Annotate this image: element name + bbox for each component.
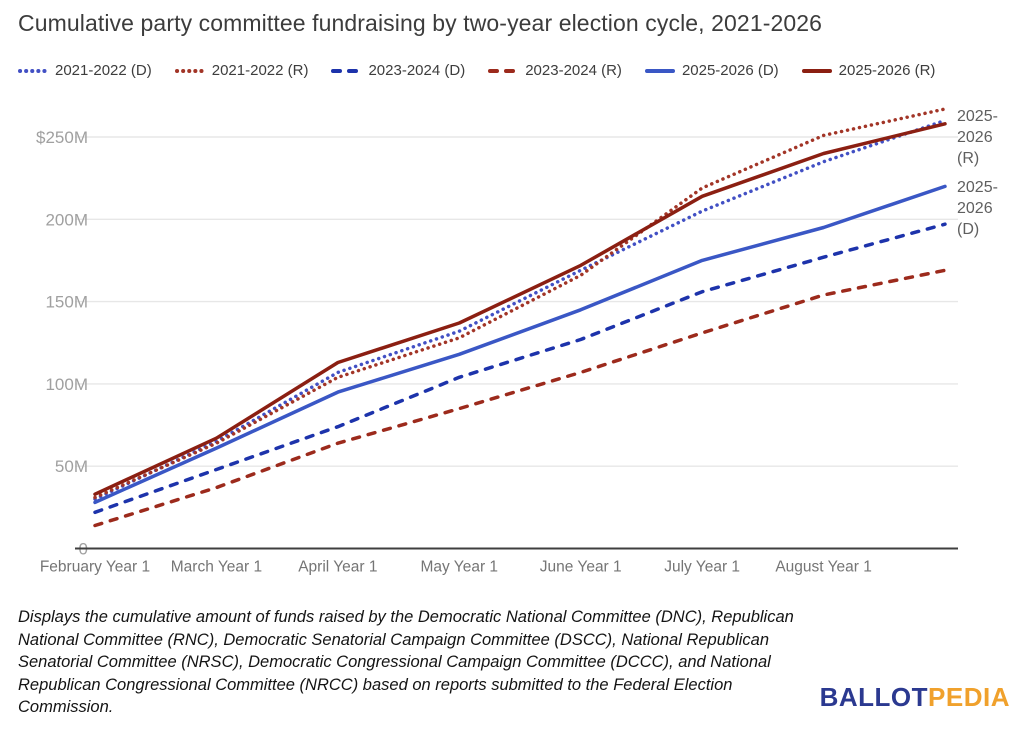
legend-label: 2023-2024 (D) xyxy=(368,62,466,79)
line-end-annotation: 2025-2026 (R) xyxy=(957,108,998,168)
y-axis-tick-label: 150M xyxy=(45,293,88,312)
legend-label: 2025-2026 (D) xyxy=(681,62,779,79)
legend-item-0: 2021-2022 (D) xyxy=(18,62,152,79)
x-axis-tick-label: April Year 1 xyxy=(298,559,377,576)
x-axis-tick-label: August Year 1 xyxy=(775,559,872,576)
legend-swatch-solid xyxy=(644,68,675,73)
x-axis-tick-label: February Year 1 xyxy=(40,559,150,576)
y-axis-tick-label: 200M xyxy=(45,210,88,229)
chart-title: Cumulative party committee fundraising b… xyxy=(18,10,823,36)
x-axis-tick-label: March Year 1 xyxy=(171,559,262,576)
legend-label: 2021-2022 (D) xyxy=(55,62,152,79)
legend-item-3: 2023-2024 (R) xyxy=(488,62,622,79)
chart-area: $250M200M150M100M50M0February Year 1Marc… xyxy=(0,95,1024,595)
x-axis-tick-label: May Year 1 xyxy=(421,559,499,576)
chart-line-2025-2026-r- xyxy=(93,122,947,496)
x-axis-tick-label: July Year 1 xyxy=(664,559,740,576)
legend-item-2: 2023-2024 (D) xyxy=(331,62,465,79)
legend-swatch-dotted xyxy=(174,68,205,73)
chart-legend: 2021-2022 (D) 2021-2022 (R) 2023-2024 (D) 2… xyxy=(18,62,935,79)
x-axis-tick-label: June Year 1 xyxy=(540,559,622,576)
legend-label: 2023-2024 (R) xyxy=(525,62,622,79)
ballotpedia-logo: BALLOTPEDIA xyxy=(820,682,1010,713)
legend-label: 2021-2022 (R) xyxy=(211,62,309,79)
line-end-annotation: 2025-2026 (D) xyxy=(957,179,998,239)
logo-part-pedia: PEDIA xyxy=(928,682,1010,712)
chart-footnote: Displays the cumulative amount of funds … xyxy=(18,608,794,717)
y-axis-tick-label: 100M xyxy=(45,375,88,394)
legend-item-1: 2021-2022 (R) xyxy=(174,62,309,79)
chart-line-2023-2024-r- xyxy=(93,268,947,528)
legend-swatch-solid xyxy=(801,68,832,73)
y-axis-tick-label: $250M xyxy=(36,128,88,147)
chart-svg: $250M200M150M100M50M0February Year 1Marc… xyxy=(36,107,958,576)
chart-line-2021-2022-r- xyxy=(93,107,947,500)
chart-line-2021-2022-d- xyxy=(93,118,947,501)
y-axis-tick-label: 50M xyxy=(55,457,88,476)
legend-item-5: 2025-2026 (R) xyxy=(801,62,936,79)
legend-swatch-dotted xyxy=(18,68,48,73)
legend-swatch-dashed xyxy=(331,68,362,73)
logo-part-ballot: BALLOT xyxy=(819,682,929,712)
chart-line-2025-2026-d- xyxy=(93,184,947,505)
legend-label: 2025-2026 (R) xyxy=(838,62,936,79)
chart-line-2023-2024-d- xyxy=(93,222,947,515)
legend-swatch-dashed xyxy=(488,68,519,73)
legend-item-4: 2025-2026 (D) xyxy=(644,62,779,79)
